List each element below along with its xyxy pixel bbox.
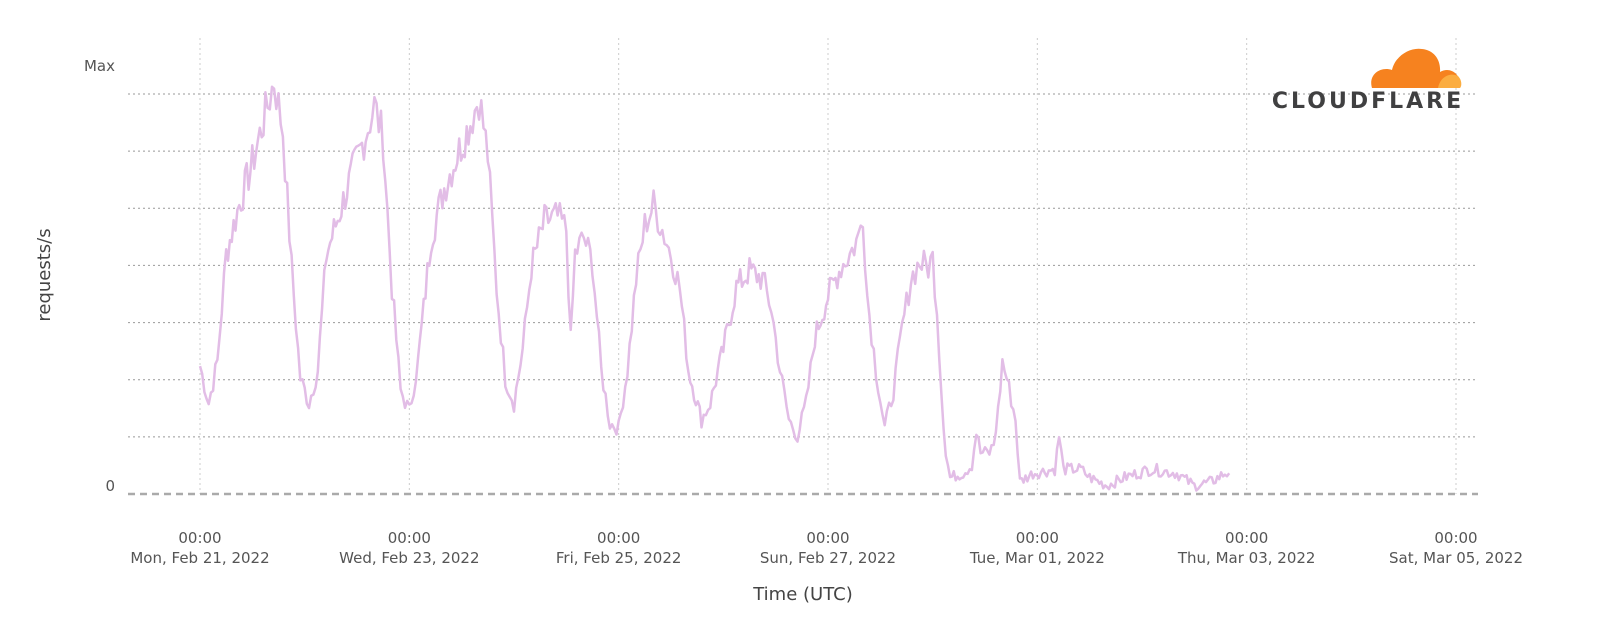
x-tick-time: 00:00 — [1225, 529, 1268, 547]
x-axis-title: Time (UTC) — [752, 584, 853, 605]
x-tick-date: Tue, Mar 01, 2022 — [969, 549, 1105, 567]
series-line — [198, 85, 1231, 492]
x-tick-time: 00:00 — [806, 529, 849, 547]
x-tick-date: Mon, Feb 21, 2022 — [130, 549, 269, 567]
x-tick-date: Sun, Feb 27, 2022 — [760, 549, 896, 567]
y-tick-max: Max — [84, 57, 115, 75]
logo-wordmark: CLOUDFLARE — [1272, 89, 1464, 114]
x-tick-labels: 00:00 Mon, Feb 21, 2022 00:00 Wed, Feb 23, … — [130, 529, 1523, 567]
cloud-icon — [1371, 48, 1462, 88]
x-tick-time: 00:00 — [597, 529, 640, 547]
x-tick-time: 00:00 — [1434, 529, 1477, 547]
y-tick-zero: 0 — [105, 477, 115, 495]
x-tick-date: Thu, Mar 03, 2022 — [1177, 549, 1316, 567]
x-tick-date: Wed, Feb 23, 2022 — [339, 549, 479, 567]
x-tick-time: 00:00 — [1016, 529, 1059, 547]
y-axis-title: requests/s — [34, 228, 55, 321]
x-tick-date: Sat, Mar 05, 2022 — [1389, 549, 1523, 567]
x-tick-time: 00:00 — [178, 529, 221, 547]
x-tick-time: 00:00 — [388, 529, 431, 547]
cloudflare-logo: CLOUDFLARE — [1272, 48, 1464, 114]
x-tick-date: Fri, Feb 25, 2022 — [556, 549, 682, 567]
